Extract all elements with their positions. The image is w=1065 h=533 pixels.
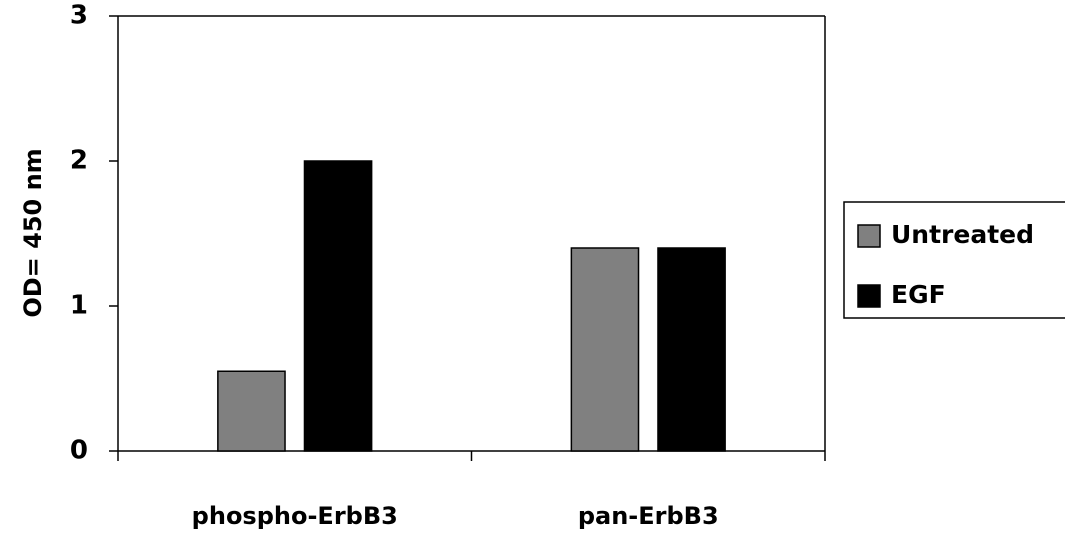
y-axis-label: OD= 450 nm <box>19 148 47 317</box>
legend-label-egf: EGF <box>891 280 946 309</box>
bar-egf-pan-erbb3 <box>657 247 726 452</box>
x-axis-ticks: phospho-ErbB3 pan-ErbB3 <box>117 451 826 530</box>
legend-label-untreated: Untreated <box>891 220 1034 249</box>
legend: Untreated EGF <box>843 201 1065 319</box>
x-category-label: pan-ErbB3 <box>578 502 719 530</box>
y-tick-label: 1 <box>70 291 88 321</box>
x-category-label: phospho-ErbB3 <box>192 502 398 530</box>
legend-swatch-untreated <box>857 224 881 248</box>
legend-swatch-egf <box>857 284 881 308</box>
bar-untreated-pan-erbb3 <box>570 247 640 452</box>
y-tick-label: 2 <box>70 146 88 176</box>
y-axis-ticks: 0 1 2 3 <box>70 1 118 466</box>
bars <box>217 160 726 452</box>
y-tick-label: 3 <box>70 1 88 31</box>
bar-untreated-phospho-erbb3 <box>217 370 286 452</box>
y-tick-label: 0 <box>70 436 88 466</box>
legend-box <box>843 201 1065 319</box>
bar-egf-phospho-erbb3 <box>303 160 373 452</box>
